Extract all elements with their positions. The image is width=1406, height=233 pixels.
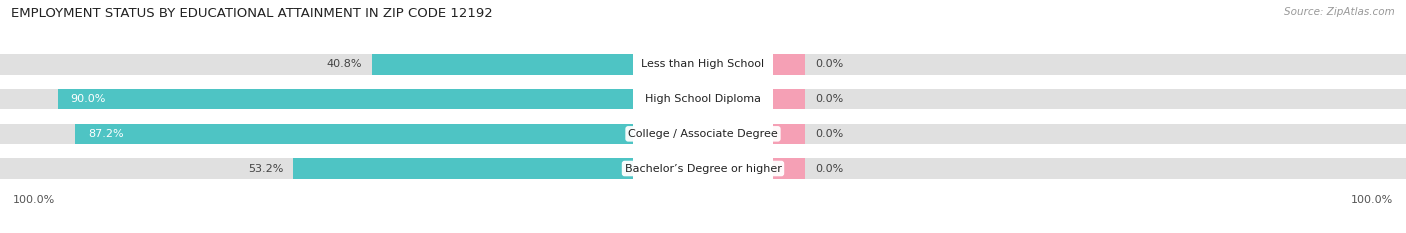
Text: 53.2%: 53.2% bbox=[247, 164, 283, 174]
Text: 0.0%: 0.0% bbox=[815, 94, 844, 104]
Bar bbox=[773, 55, 806, 75]
Text: High School Diploma: High School Diploma bbox=[645, 94, 761, 104]
Bar bbox=[373, 55, 633, 75]
Text: Less than High School: Less than High School bbox=[641, 59, 765, 69]
Text: Source: ZipAtlas.com: Source: ZipAtlas.com bbox=[1284, 7, 1395, 17]
Bar bbox=[76, 124, 633, 144]
Bar bbox=[773, 89, 1406, 109]
Text: 87.2%: 87.2% bbox=[89, 129, 124, 139]
Bar bbox=[292, 158, 633, 178]
Bar bbox=[773, 124, 806, 144]
Bar bbox=[773, 55, 1406, 75]
Text: 40.8%: 40.8% bbox=[326, 59, 363, 69]
Bar bbox=[0, 55, 633, 75]
Text: 100.0%: 100.0% bbox=[1351, 195, 1393, 205]
Text: 90.0%: 90.0% bbox=[70, 94, 105, 104]
Text: EMPLOYMENT STATUS BY EDUCATIONAL ATTAINMENT IN ZIP CODE 12192: EMPLOYMENT STATUS BY EDUCATIONAL ATTAINM… bbox=[11, 7, 494, 20]
Text: Bachelor’s Degree or higher: Bachelor’s Degree or higher bbox=[624, 164, 782, 174]
Text: 0.0%: 0.0% bbox=[815, 129, 844, 139]
Bar bbox=[773, 124, 1406, 144]
Text: 0.0%: 0.0% bbox=[815, 59, 844, 69]
Bar bbox=[773, 158, 1406, 178]
Text: College / Associate Degree: College / Associate Degree bbox=[628, 129, 778, 139]
Bar bbox=[0, 89, 633, 109]
Text: 100.0%: 100.0% bbox=[13, 195, 55, 205]
Bar bbox=[773, 158, 806, 178]
Text: 0.0%: 0.0% bbox=[815, 164, 844, 174]
Bar bbox=[0, 124, 633, 144]
Bar bbox=[773, 89, 806, 109]
Bar bbox=[0, 158, 633, 178]
Bar bbox=[58, 89, 633, 109]
